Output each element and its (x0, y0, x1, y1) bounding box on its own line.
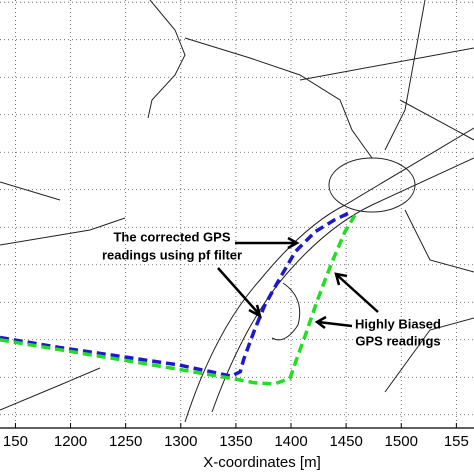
x-axis-label: X-coordinates [m] (203, 454, 321, 471)
arrow (235, 236, 300, 250)
road (184, 37, 373, 159)
road-map (0, 0, 474, 423)
annotation-line: readings using pf filter (102, 247, 242, 262)
arrow (334, 272, 379, 313)
arrow (217, 267, 262, 319)
road (0, 181, 61, 201)
x-tick-label: 1300 (164, 433, 197, 450)
x-tick-label: 1250 (109, 433, 142, 450)
series (0, 210, 357, 386)
x-tick-label: 1400 (274, 433, 307, 450)
road (211, 157, 474, 413)
road (384, 0, 426, 151)
road (271, 282, 301, 341)
x-tick-label: 1350 (219, 433, 252, 450)
annotation-line: GPS readings (355, 333, 440, 348)
road (184, 127, 474, 423)
x-tick-label: 155 (444, 433, 469, 450)
x-tick-label: 1200 (54, 433, 87, 450)
road (404, 209, 474, 273)
road (399, 99, 474, 141)
annotation-line: Highly Biased (355, 316, 441, 331)
series-line (0, 210, 353, 379)
roundabout (328, 157, 416, 213)
x-ticks: 150 1200 1250 1300 1350 1400 1450 1500 155 (3, 423, 469, 450)
x-tick-label: 150 (3, 433, 28, 450)
road (384, 317, 474, 393)
grid (0, 0, 474, 428)
road (0, 217, 126, 246)
annotation-line: The corrected GPS (113, 229, 230, 244)
x-tick-label: 1450 (329, 433, 362, 450)
annotation: Highly Biased GPS readings (314, 272, 441, 348)
road (147, 0, 186, 119)
x-tick-label: 1500 (385, 433, 418, 450)
series-line (0, 214, 357, 386)
arrow (314, 315, 353, 329)
road (0, 367, 101, 411)
annotation: The corrected GPS readings using pf filt… (102, 229, 300, 319)
road (299, 47, 474, 81)
